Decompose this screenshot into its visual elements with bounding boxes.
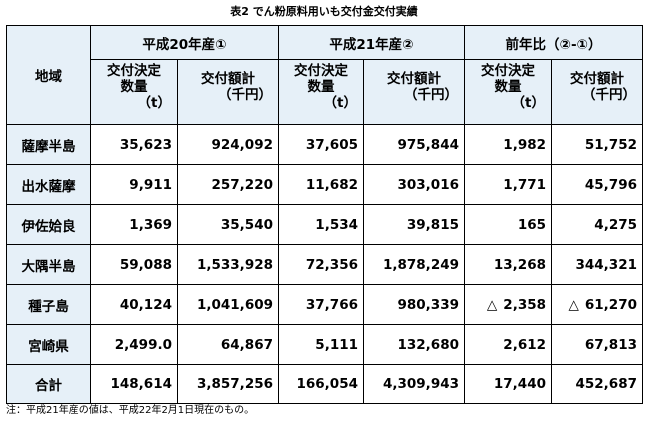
region-cell: 種子島: [6, 284, 91, 325]
qty-h21-cell: 37,605: [278, 124, 364, 165]
region-cell: 伊佐姶良: [6, 204, 91, 245]
qty-h21-cell: 11,682: [278, 164, 364, 205]
qty-h20-cell: 1,369: [90, 204, 178, 245]
amt-diff-cell: 45,796: [551, 164, 643, 205]
region-cell: 合計: [6, 364, 91, 404]
table-row-total: 合計 148,614 3,857,256 166,054 4,309,943 1…: [6, 364, 643, 404]
amt-diff-cell: 344,321: [551, 244, 643, 285]
qty-header-h21: 交付決定 数量 （t）: [278, 59, 364, 125]
region-header: 地域: [6, 25, 91, 125]
decrease-triangle-icon: △: [568, 296, 579, 313]
amt-h20-cell: 3,857,256: [177, 364, 279, 404]
qty-h21-cell: 72,356: [278, 244, 364, 285]
region-cell: 大隅半島: [6, 244, 91, 285]
amt-diff-cell: △ 61,270: [551, 284, 643, 325]
qty-h20-cell: 148,614: [90, 364, 178, 404]
qty-h20-cell: 35,623: [90, 124, 178, 165]
qty-h21-cell: 1,534: [278, 204, 364, 245]
group-header-h21: 平成21年産②: [278, 25, 465, 60]
amt-diff-cell: 67,813: [551, 324, 643, 365]
region-cell: 宮崎県: [6, 324, 91, 365]
amt-h21-cell: 980,339: [363, 284, 465, 325]
amt-h21-cell: 1,878,249: [363, 244, 465, 285]
group-header-h20: 平成20年産①: [90, 25, 279, 60]
qty-diff-cell: 1,982: [464, 124, 552, 165]
qty-diff-cell: 2,612: [464, 324, 552, 365]
group-header-diff: 前年比（②-①）: [464, 25, 643, 60]
table-row: 宮崎県 2,499.0 64,867 5,111 132,680 2,612 6…: [6, 324, 643, 365]
qty-h20-cell: 9,911: [90, 164, 178, 205]
amt-h20-cell: 35,540: [177, 204, 279, 245]
qty-diff-cell: 1,771: [464, 164, 552, 205]
amt-header-diff: 交付額計 （千円）: [551, 59, 643, 125]
qty-h21-cell: 37,766: [278, 284, 364, 325]
table-row: 伊佐姶良 1,369 35,540 1,534 39,815 165 4,275: [6, 204, 643, 245]
amt-h20-cell: 1,533,928: [177, 244, 279, 285]
decrease-triangle-icon: △: [486, 296, 498, 313]
footnote: 注：平成21年産の値は、平成22年2月1日現在のもの。: [6, 405, 255, 416]
amt-diff-cell: 4,275: [551, 204, 643, 245]
amt-h21-cell: 975,844: [363, 124, 465, 165]
qty-h20-cell: 59,088: [90, 244, 178, 285]
amt-header-h20: 交付額計 （千円）: [177, 59, 279, 125]
qty-h21-cell: 166,054: [278, 364, 364, 404]
qty-diff-cell: △ 2,358: [464, 284, 552, 325]
region-cell: 出水薩摩: [6, 164, 91, 205]
amt-h20-cell: 924,092: [177, 124, 279, 165]
amt-h21-cell: 39,815: [363, 204, 465, 245]
qty-h21-cell: 5,111: [278, 324, 364, 365]
table-row: 薩摩半島 35,623 924,092 37,605 975,844 1,982…: [6, 124, 643, 165]
amt-h21-cell: 132,680: [363, 324, 465, 365]
qty-h20-cell: 2,499.0: [90, 324, 178, 365]
amt-h21-cell: 303,016: [363, 164, 465, 205]
amt-header-h21: 交付額計 （千円）: [363, 59, 465, 125]
amt-h20-cell: 1,041,609: [177, 284, 279, 325]
amt-diff-cell: 51,752: [551, 124, 643, 165]
qty-diff-cell: 165: [464, 204, 552, 245]
table-row: 出水薩摩 9,911 257,220 11,682 303,016 1,771 …: [6, 164, 643, 205]
qty-diff-cell: 17,440: [464, 364, 552, 404]
table-row: 大隅半島 59,088 1,533,928 72,356 1,878,249 1…: [6, 244, 643, 285]
table-title: 表2 でん粉原料用いも交付金交付実績: [230, 5, 418, 18]
amt-h20-cell: 64,867: [177, 324, 279, 365]
qty-header-h20: 交付決定 数量 （t）: [90, 59, 178, 125]
region-cell: 薩摩半島: [6, 124, 91, 165]
table-row: 種子島 40,124 1,041,609 37,766 980,339 △ 2,3…: [6, 284, 643, 325]
qty-header-diff: 交付決定 数量 （t）: [464, 59, 552, 125]
amt-diff-cell: 452,687: [551, 364, 643, 404]
amt-h20-cell: 257,220: [177, 164, 279, 205]
qty-diff-cell: 13,268: [464, 244, 552, 285]
subsidy-table: 地域 平成20年産① 平成21年産② 前年比（②-①） 交付決定 数量 （t） 交付…: [6, 25, 643, 404]
amt-h21-cell: 4,309,943: [363, 364, 465, 404]
qty-h20-cell: 40,124: [90, 284, 178, 325]
